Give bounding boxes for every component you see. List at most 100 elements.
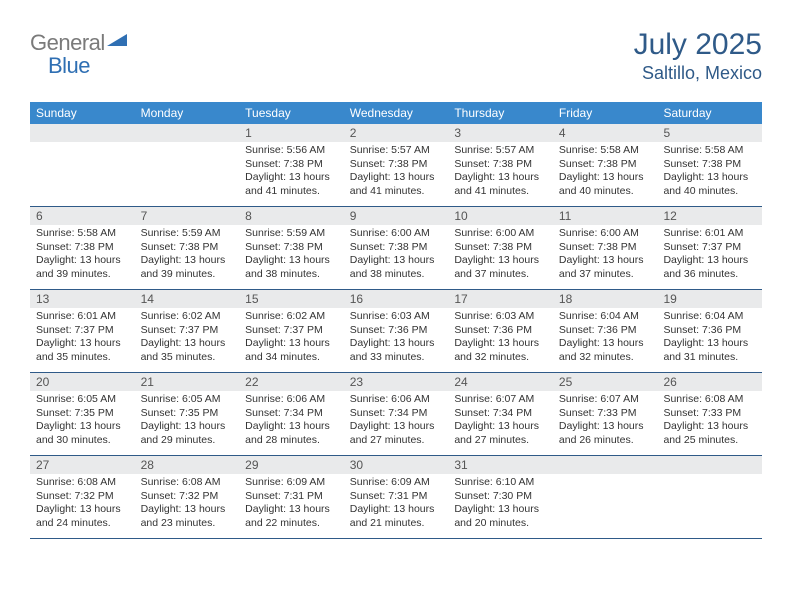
daylight-text: Daylight: 13 hours and 34 minutes.: [245, 337, 338, 364]
daylight-text: Daylight: 13 hours and 32 minutes.: [454, 337, 547, 364]
dow-friday: Friday: [553, 102, 658, 124]
sunset-text: Sunset: 7:36 PM: [350, 324, 443, 338]
sunrise-text: Sunrise: 6:02 AM: [141, 310, 234, 324]
brand-triangle-icon: [107, 32, 127, 51]
day-number: 18: [553, 290, 658, 308]
sunrise-text: Sunrise: 6:10 AM: [454, 476, 547, 490]
day-details: Sunrise: 5:59 AMSunset: 7:38 PMDaylight:…: [135, 227, 240, 283]
day-details: Sunrise: 6:04 AMSunset: 7:36 PMDaylight:…: [657, 310, 762, 366]
daylight-text: Daylight: 13 hours and 39 minutes.: [141, 254, 234, 281]
day-details: Sunrise: 6:06 AMSunset: 7:34 PMDaylight:…: [239, 393, 344, 449]
brand-part1: General: [30, 30, 105, 55]
calendar-cell: 12 Sunrise: 6:01 AMSunset: 7:37 PMDayligh…: [657, 207, 762, 289]
sunset-text: Sunset: 7:38 PM: [559, 158, 652, 172]
calendar-cell: 21Sunrise: 6:05 AMSunset: 7:35 PMDayligh…: [135, 373, 240, 455]
calendar-cell: [553, 456, 658, 538]
calendar-cell: 28Sunrise: 6:08 AMSunset: 7:32 PMDayligh…: [135, 456, 240, 538]
daylight-text: Daylight: 13 hours and 36 minutes.: [663, 254, 756, 281]
page: General Blue July 2025 Saltillo, Mexico …: [0, 0, 792, 559]
day-number: 24: [448, 373, 553, 391]
sunrise-text: Sunrise: 6:04 AM: [559, 310, 652, 324]
sunset-text: Sunset: 7:36 PM: [454, 324, 547, 338]
day-number: [30, 124, 135, 142]
calendar-cell: 8 Sunrise: 5:59 AMSunset: 7:38 PMDaylight…: [239, 207, 344, 289]
day-number: 31: [448, 456, 553, 474]
sunrise-text: Sunrise: 6:03 AM: [350, 310, 443, 324]
calendar-cell: 22 Sunrise: 6:06 AMSunset: 7:34 PMDayligh…: [239, 373, 344, 455]
day-number: 10: [448, 207, 553, 225]
day-number: 7: [135, 207, 240, 225]
day-details: Sunrise: 5:58 AMSunset: 7:38 PMDaylight:…: [657, 144, 762, 200]
day-number: 5: [657, 124, 762, 142]
day-details: Sunrise: 5:58 AMSunset: 7:38 PMDaylight:…: [553, 144, 658, 200]
day-number: 21: [135, 373, 240, 391]
sunrise-text: Sunrise: 6:01 AM: [663, 227, 756, 241]
day-details: Sunrise: 6:08 AMSunset: 7:32 PMDaylight:…: [135, 476, 240, 532]
daylight-text: Daylight: 13 hours and 21 minutes.: [350, 503, 443, 530]
dow-monday: Monday: [135, 102, 240, 124]
day-details: Sunrise: 5:57 AMSunset: 7:38 PMDaylight:…: [344, 144, 449, 200]
day-details: Sunrise: 5:56 AMSunset: 7:38 PMDaylight:…: [239, 144, 344, 200]
day-number: 2: [344, 124, 449, 142]
sunrise-text: Sunrise: 6:08 AM: [141, 476, 234, 490]
daylight-text: Daylight: 13 hours and 30 minutes.: [36, 420, 129, 447]
day-number: 23: [344, 373, 449, 391]
day-number: 8: [239, 207, 344, 225]
day-number: 6: [30, 207, 135, 225]
day-number: 26: [657, 373, 762, 391]
day-number: 3: [448, 124, 553, 142]
day-number: 25: [553, 373, 658, 391]
sunset-text: Sunset: 7:38 PM: [141, 241, 234, 255]
sunrise-text: Sunrise: 6:00 AM: [350, 227, 443, 241]
calendar-cell: 7 Sunrise: 5:59 AMSunset: 7:38 PMDaylight…: [135, 207, 240, 289]
week-row: 6Sunrise: 5:58 AMSunset: 7:38 PMDaylight…: [30, 207, 762, 290]
calendar-cell: 16Sunrise: 6:03 AMSunset: 7:36 PMDayligh…: [344, 290, 449, 372]
calendar-cell: 4Sunrise: 5:58 AMSunset: 7:38 PMDaylight…: [553, 124, 658, 206]
sunset-text: Sunset: 7:37 PM: [663, 241, 756, 255]
calendar: Sunday Monday Tuesday Wednesday Thursday…: [30, 102, 762, 539]
weeks-container: 1 Sunrise: 5:56 AMSunset: 7:38 PMDaylight…: [30, 124, 762, 539]
day-number: 27: [30, 456, 135, 474]
calendar-cell: 5 Sunrise: 5:58 AMSunset: 7:38 PMDaylight…: [657, 124, 762, 206]
calendar-cell: 2 Sunrise: 5:57 AMSunset: 7:38 PMDaylight…: [344, 124, 449, 206]
day-number: 15: [239, 290, 344, 308]
sunset-text: Sunset: 7:30 PM: [454, 490, 547, 504]
daylight-text: Daylight: 13 hours and 38 minutes.: [350, 254, 443, 281]
day-number: 1: [239, 124, 344, 142]
header: General Blue July 2025 Saltillo, Mexico: [30, 28, 762, 84]
sunset-text: Sunset: 7:36 PM: [559, 324, 652, 338]
sunset-text: Sunset: 7:33 PM: [663, 407, 756, 421]
day-number: 22: [239, 373, 344, 391]
day-details: Sunrise: 6:08 AMSunset: 7:33 PMDaylight:…: [657, 393, 762, 449]
day-details: Sunrise: 6:00 AMSunset: 7:38 PMDaylight:…: [448, 227, 553, 283]
day-number: 16: [344, 290, 449, 308]
sunset-text: Sunset: 7:32 PM: [36, 490, 129, 504]
sunrise-text: Sunrise: 6:07 AM: [559, 393, 652, 407]
day-details: Sunrise: 5:59 AMSunset: 7:38 PMDaylight:…: [239, 227, 344, 283]
daylight-text: Daylight: 13 hours and 20 minutes.: [454, 503, 547, 530]
daylight-text: Daylight: 13 hours and 27 minutes.: [454, 420, 547, 447]
day-number: 14: [135, 290, 240, 308]
day-details: Sunrise: 5:57 AMSunset: 7:38 PMDaylight:…: [448, 144, 553, 200]
sunset-text: Sunset: 7:37 PM: [141, 324, 234, 338]
day-number: 12: [657, 207, 762, 225]
sunrise-text: Sunrise: 6:09 AM: [350, 476, 443, 490]
sunset-text: Sunset: 7:37 PM: [245, 324, 338, 338]
day-details: Sunrise: 6:07 AMSunset: 7:33 PMDaylight:…: [553, 393, 658, 449]
sunrise-text: Sunrise: 6:09 AM: [245, 476, 338, 490]
day-details: [30, 144, 135, 200]
sunset-text: Sunset: 7:31 PM: [350, 490, 443, 504]
day-details: [657, 476, 762, 532]
daylight-text: Daylight: 13 hours and 29 minutes.: [141, 420, 234, 447]
month-title: July 2025: [634, 28, 762, 61]
sunrise-text: Sunrise: 5:59 AM: [245, 227, 338, 241]
day-number: [657, 456, 762, 474]
dow-tuesday: Tuesday: [239, 102, 344, 124]
daylight-text: Daylight: 13 hours and 38 minutes.: [245, 254, 338, 281]
calendar-cell: 24Sunrise: 6:07 AMSunset: 7:34 PMDayligh…: [448, 373, 553, 455]
calendar-cell: 10 Sunrise: 6:00 AMSunset: 7:38 PMDayligh…: [448, 207, 553, 289]
daylight-text: Daylight: 13 hours and 25 minutes.: [663, 420, 756, 447]
dow-wednesday: Wednesday: [344, 102, 449, 124]
day-details: Sunrise: 6:00 AMSunset: 7:38 PMDaylight:…: [553, 227, 658, 283]
week-row: 27Sunrise: 6:08 AMSunset: 7:32 PMDayligh…: [30, 456, 762, 539]
